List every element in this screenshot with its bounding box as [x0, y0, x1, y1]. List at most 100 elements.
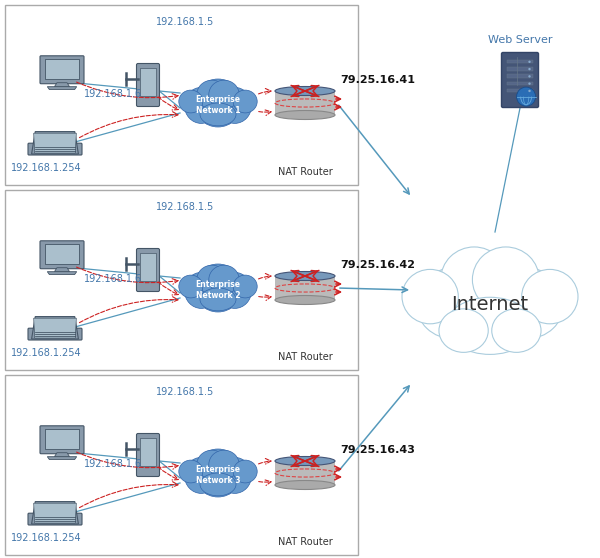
FancyBboxPatch shape — [507, 89, 533, 93]
Ellipse shape — [233, 275, 257, 298]
Ellipse shape — [439, 252, 541, 348]
Polygon shape — [47, 456, 77, 460]
Ellipse shape — [521, 270, 578, 324]
Polygon shape — [32, 502, 79, 524]
Polygon shape — [34, 133, 76, 153]
Circle shape — [517, 87, 536, 106]
Text: Internet: Internet — [451, 296, 529, 315]
Ellipse shape — [194, 264, 242, 312]
Ellipse shape — [218, 458, 251, 493]
Ellipse shape — [200, 288, 236, 311]
Text: 192.168.1.254: 192.168.1.254 — [11, 163, 82, 173]
FancyBboxPatch shape — [140, 68, 155, 96]
Polygon shape — [47, 86, 77, 90]
Text: 79.25.16.43: 79.25.16.43 — [340, 445, 415, 455]
Polygon shape — [55, 268, 70, 272]
Ellipse shape — [275, 110, 335, 119]
FancyBboxPatch shape — [137, 434, 160, 477]
Ellipse shape — [492, 309, 541, 352]
FancyBboxPatch shape — [275, 91, 335, 115]
FancyBboxPatch shape — [45, 59, 79, 79]
FancyBboxPatch shape — [28, 328, 82, 340]
FancyBboxPatch shape — [140, 253, 155, 281]
Ellipse shape — [275, 296, 335, 305]
Ellipse shape — [200, 103, 236, 126]
Text: 192.168.1.6: 192.168.1.6 — [84, 89, 142, 99]
Ellipse shape — [275, 86, 335, 95]
Ellipse shape — [197, 450, 227, 479]
FancyBboxPatch shape — [275, 461, 335, 485]
FancyBboxPatch shape — [40, 426, 84, 454]
FancyBboxPatch shape — [5, 190, 358, 370]
Text: 192.168.1.6: 192.168.1.6 — [84, 459, 142, 469]
FancyBboxPatch shape — [140, 438, 155, 466]
Text: 79.25.16.42: 79.25.16.42 — [340, 260, 415, 270]
Ellipse shape — [179, 460, 203, 483]
Text: 192.168.1.254: 192.168.1.254 — [11, 533, 82, 543]
FancyBboxPatch shape — [40, 56, 84, 84]
Text: 192.168.1.5: 192.168.1.5 — [156, 202, 214, 212]
FancyBboxPatch shape — [137, 64, 160, 107]
Polygon shape — [34, 318, 76, 338]
Ellipse shape — [197, 265, 227, 294]
FancyBboxPatch shape — [507, 74, 533, 78]
Text: NAT Router: NAT Router — [278, 537, 332, 547]
Ellipse shape — [218, 88, 251, 123]
Circle shape — [529, 75, 531, 78]
FancyBboxPatch shape — [275, 276, 335, 300]
FancyBboxPatch shape — [40, 241, 84, 269]
Text: 192.168.1.254: 192.168.1.254 — [11, 348, 82, 358]
Ellipse shape — [402, 270, 458, 324]
Polygon shape — [32, 132, 79, 154]
Text: 192.168.1.5: 192.168.1.5 — [156, 17, 214, 27]
Text: 192.168.1.5: 192.168.1.5 — [156, 387, 214, 397]
Ellipse shape — [209, 80, 239, 109]
FancyBboxPatch shape — [45, 244, 79, 264]
Ellipse shape — [441, 247, 508, 312]
Ellipse shape — [275, 272, 335, 281]
FancyBboxPatch shape — [45, 429, 79, 449]
Ellipse shape — [439, 309, 488, 352]
Ellipse shape — [184, 88, 218, 123]
FancyBboxPatch shape — [28, 143, 82, 155]
Ellipse shape — [200, 473, 236, 496]
Ellipse shape — [275, 456, 335, 465]
FancyBboxPatch shape — [28, 513, 82, 525]
Text: NAT Router: NAT Router — [278, 167, 332, 177]
Text: 79.25.16.41: 79.25.16.41 — [340, 75, 415, 85]
Ellipse shape — [416, 268, 490, 339]
Ellipse shape — [209, 450, 239, 479]
Polygon shape — [55, 83, 70, 86]
Ellipse shape — [490, 268, 564, 339]
Ellipse shape — [233, 460, 257, 483]
Ellipse shape — [184, 458, 218, 493]
FancyBboxPatch shape — [507, 60, 533, 64]
Text: 192.168.1.6: 192.168.1.6 — [84, 274, 142, 284]
Ellipse shape — [184, 272, 218, 309]
FancyBboxPatch shape — [137, 248, 160, 291]
FancyBboxPatch shape — [502, 52, 539, 108]
Ellipse shape — [179, 90, 203, 113]
Circle shape — [529, 90, 531, 92]
FancyBboxPatch shape — [507, 67, 533, 71]
Ellipse shape — [179, 275, 203, 298]
Polygon shape — [55, 453, 70, 456]
Polygon shape — [32, 316, 79, 339]
Circle shape — [529, 83, 531, 85]
Ellipse shape — [194, 449, 242, 497]
Ellipse shape — [446, 297, 534, 354]
Text: Web Server: Web Server — [488, 35, 552, 45]
FancyBboxPatch shape — [5, 375, 358, 555]
Ellipse shape — [197, 80, 227, 109]
FancyBboxPatch shape — [507, 81, 533, 85]
Circle shape — [529, 68, 531, 70]
Text: NAT Router: NAT Router — [278, 352, 332, 362]
Ellipse shape — [472, 247, 539, 312]
Text: Enterprise
Network 1: Enterprise Network 1 — [196, 95, 241, 115]
Ellipse shape — [233, 90, 257, 113]
Circle shape — [529, 61, 531, 63]
Ellipse shape — [209, 265, 239, 294]
Ellipse shape — [218, 272, 251, 309]
Polygon shape — [34, 503, 76, 523]
Text: Enterprise
Network 3: Enterprise Network 3 — [196, 465, 241, 485]
